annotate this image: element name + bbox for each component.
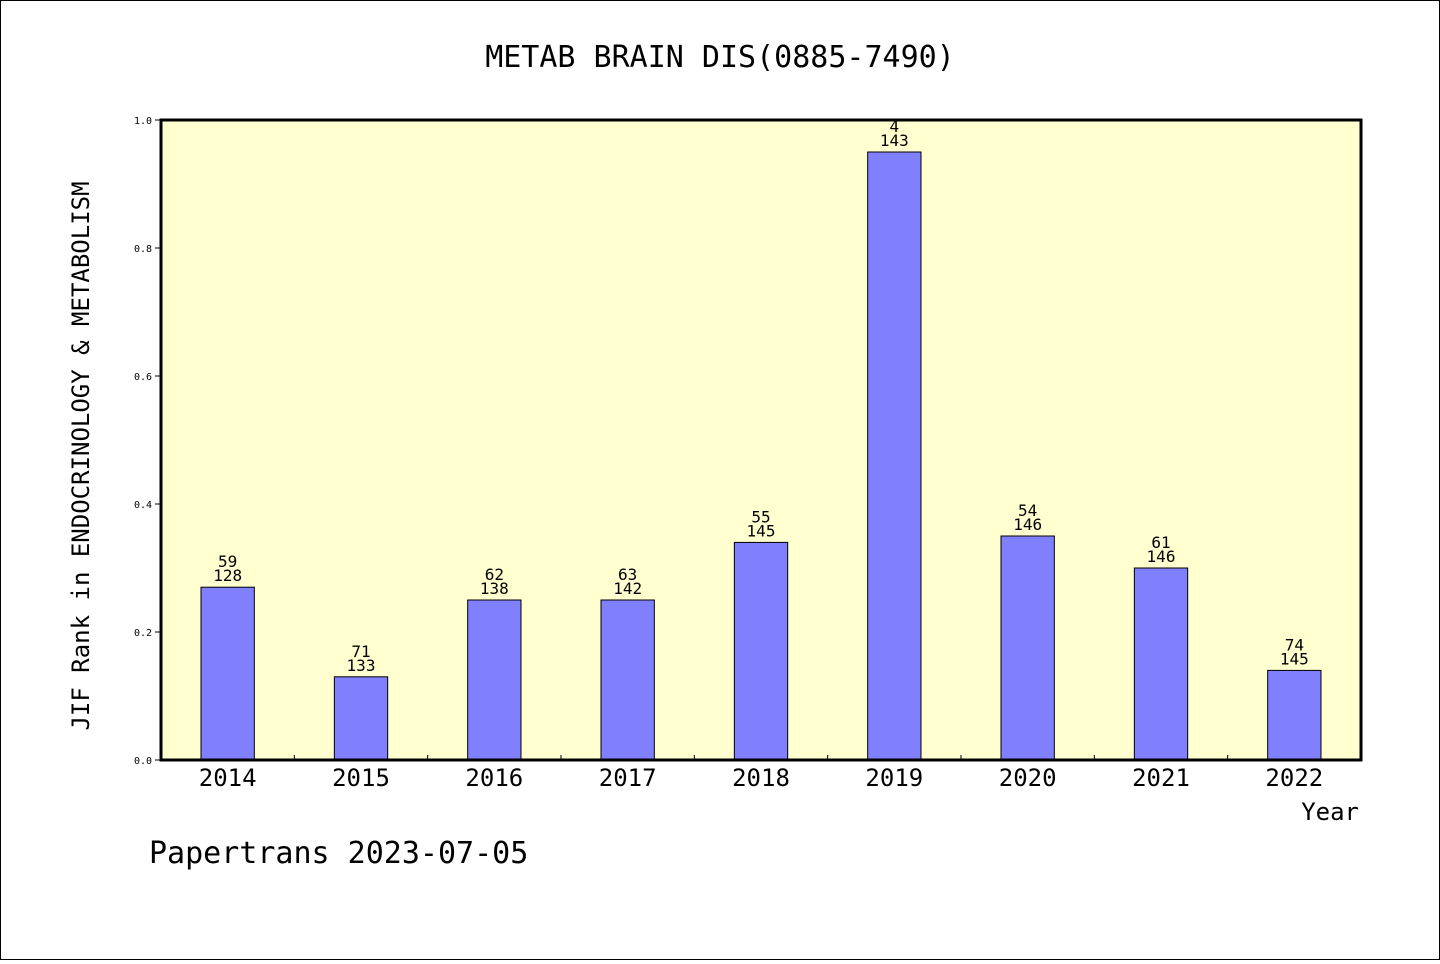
footer-credit: Papertrans 2023-07-05 (149, 836, 528, 871)
bar-2014 (200, 586, 255, 761)
bar-total-label: 142 (613, 579, 642, 598)
bar-total-label: 143 (880, 131, 909, 150)
bar-rank-label: 74 (1285, 635, 1304, 654)
y-tick-label: 0.6 (134, 372, 152, 383)
bar-rank-label: 55 (751, 507, 770, 526)
bar-2016 (467, 599, 522, 761)
x-tick-label: 2017 (599, 764, 657, 792)
x-tick-label: 2018 (732, 764, 790, 792)
bar-2021 (1133, 567, 1189, 761)
chart-title: METAB BRAIN DIS(0885-7490) (485, 40, 955, 75)
bar-total-label: 128 (213, 566, 242, 585)
bar-2020 (1000, 535, 1055, 761)
bar-2022 (1267, 669, 1322, 761)
bar-series (200, 151, 1322, 761)
bar-rank-label: 63 (618, 565, 637, 584)
x-tick-label: 2019 (865, 764, 923, 792)
x-tick-label: 2014 (199, 764, 257, 792)
bar-total-label: 145 (747, 521, 776, 540)
plot-border (159, 118, 1363, 762)
bar-total-label: 146 (1147, 547, 1176, 566)
bar-2018 (733, 541, 789, 761)
bar-rank-label: 59 (218, 552, 237, 571)
bar-2019 (867, 151, 922, 761)
bar-total-label: 145 (1280, 649, 1309, 668)
bar-rank-label: 62 (485, 565, 504, 584)
bar-total-label: 146 (1013, 515, 1042, 534)
y-axis-ticks: 0.0 0.2 0.4 0.6 0.8 1.0 (134, 116, 161, 767)
x-tick-label: 2016 (465, 764, 523, 792)
bar-rank-label: 4 (890, 117, 900, 136)
x-axis-ticks: 2014 2015 2016 2017 2018 2019 2020 2021 2022 (199, 755, 1323, 792)
y-axis-label: JIF Rank in ENDOCRINOLOGY & METABOLISM (67, 181, 95, 730)
y-tick-label: 0.2 (134, 628, 152, 639)
y-tick-label: 1.0 (134, 116, 152, 127)
y-tick-label: 0.0 (134, 756, 152, 767)
x-tick-label: 2015 (332, 764, 390, 792)
bar-rank-label: 61 (1151, 533, 1170, 552)
bar-2015 (333, 676, 389, 761)
bar-rank-label: 71 (351, 642, 370, 661)
bar-rank-label: 54 (1018, 501, 1037, 520)
y-tick-label: 0.4 (134, 500, 152, 511)
bar-2017 (600, 599, 655, 761)
x-tick-label: 2022 (1265, 764, 1323, 792)
bar-total-label: 133 (347, 656, 376, 675)
y-tick-label: 0.8 (134, 244, 152, 255)
x-tick-label: 2021 (1132, 764, 1190, 792)
x-tick-label: 2020 (999, 764, 1057, 792)
bar-total-label: 138 (480, 579, 509, 598)
x-axis-label: Year (1301, 798, 1359, 826)
bar-labels: 5912871133621386314255145414354146611467… (213, 117, 1309, 675)
